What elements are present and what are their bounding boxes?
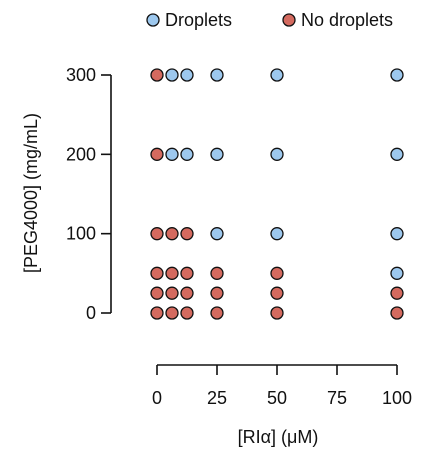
point-no-droplets bbox=[270, 306, 284, 320]
point-no-droplets bbox=[165, 227, 179, 241]
point-no-droplets bbox=[165, 286, 179, 300]
x-tick-label: 100 bbox=[382, 388, 412, 408]
point-no-droplets bbox=[180, 266, 194, 280]
x-tick-label: 50 bbox=[267, 388, 287, 408]
x-tick-label: 0 bbox=[152, 388, 162, 408]
data-points bbox=[150, 68, 404, 320]
legend: Droplets No droplets bbox=[146, 10, 393, 30]
point-no-droplets bbox=[180, 286, 194, 300]
point-no-droplets bbox=[150, 68, 164, 82]
legend-label-droplets: Droplets bbox=[165, 10, 232, 30]
point-no-droplets bbox=[270, 286, 284, 300]
point-no-droplets bbox=[165, 306, 179, 320]
point-droplets bbox=[180, 147, 194, 161]
x-tick-label: 75 bbox=[327, 388, 347, 408]
point-no-droplets bbox=[390, 306, 404, 320]
point-no-droplets bbox=[150, 227, 164, 241]
point-droplets bbox=[165, 147, 179, 161]
point-droplets bbox=[165, 68, 179, 82]
point-no-droplets bbox=[270, 266, 284, 280]
point-no-droplets bbox=[210, 306, 224, 320]
point-droplets bbox=[390, 147, 404, 161]
legend-marker-droplets bbox=[146, 13, 160, 27]
point-no-droplets bbox=[210, 266, 224, 280]
point-no-droplets bbox=[180, 227, 194, 241]
point-droplets bbox=[210, 227, 224, 241]
y-axis-title: [PEG4000] (mg/mL) bbox=[21, 113, 41, 273]
point-droplets bbox=[210, 68, 224, 82]
x-tick-label: 25 bbox=[207, 388, 227, 408]
point-droplets bbox=[390, 227, 404, 241]
y-tick-label: 100 bbox=[66, 224, 96, 244]
point-droplets bbox=[270, 147, 284, 161]
legend-marker-no-droplets bbox=[282, 13, 296, 27]
point-droplets bbox=[390, 266, 404, 280]
point-no-droplets bbox=[150, 286, 164, 300]
legend-label-no-droplets: No droplets bbox=[301, 10, 393, 30]
point-no-droplets bbox=[150, 306, 164, 320]
point-no-droplets bbox=[210, 286, 224, 300]
y-tick-label: 0 bbox=[86, 303, 96, 323]
point-droplets bbox=[180, 68, 194, 82]
y-tick-label: 300 bbox=[66, 65, 96, 85]
point-droplets bbox=[390, 68, 404, 82]
point-no-droplets bbox=[150, 147, 164, 161]
point-no-droplets bbox=[180, 306, 194, 320]
point-no-droplets bbox=[165, 266, 179, 280]
x-axis-title: [RIα] (μM) bbox=[238, 427, 319, 447]
point-no-droplets bbox=[150, 266, 164, 280]
axes: 0 100 200 300 0 25 50 75 100 bbox=[66, 65, 412, 408]
y-tick-label: 200 bbox=[66, 144, 96, 164]
point-droplets bbox=[270, 227, 284, 241]
point-droplets bbox=[210, 147, 224, 161]
point-no-droplets bbox=[390, 286, 404, 300]
point-droplets bbox=[270, 68, 284, 82]
